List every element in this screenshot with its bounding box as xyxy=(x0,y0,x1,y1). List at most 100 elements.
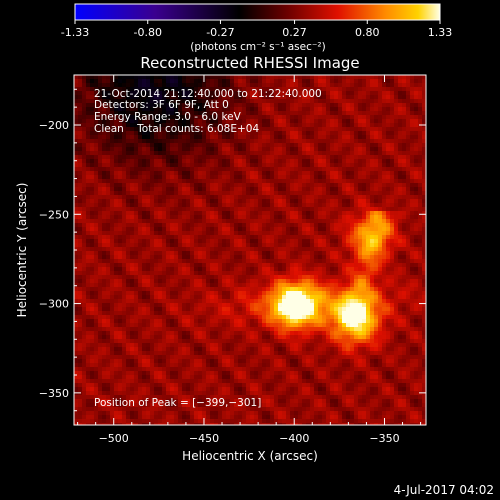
heatmap-cell xyxy=(154,195,159,200)
heatmap-cell xyxy=(162,259,167,264)
heatmap-cell xyxy=(178,227,183,232)
heatmap-cell xyxy=(206,79,211,84)
heatmap-cell xyxy=(342,171,347,176)
heatmap-cell xyxy=(374,75,379,80)
heatmap-cell xyxy=(166,219,171,224)
heatmap-cell xyxy=(334,235,339,240)
heatmap-cell xyxy=(250,251,255,256)
heatmap-cell xyxy=(82,219,87,224)
heatmap-cell xyxy=(162,95,167,100)
heatmap-cell xyxy=(190,259,195,264)
heatmap-cell xyxy=(366,143,371,148)
heatmap-cell xyxy=(122,271,127,276)
heatmap-cell xyxy=(194,211,199,216)
heatmap-cell xyxy=(346,187,351,192)
heatmap-cell xyxy=(354,247,359,252)
heatmap-cell xyxy=(226,235,231,240)
heatmap-cell xyxy=(310,175,315,180)
heatmap-cell xyxy=(158,151,163,156)
heatmap-cell xyxy=(162,195,167,200)
heatmap-cell xyxy=(254,255,259,260)
heatmap-cell xyxy=(234,179,239,184)
heatmap-cell xyxy=(418,87,423,92)
heatmap-cell xyxy=(114,251,119,256)
heatmap-cell xyxy=(250,203,255,208)
heatmap-cell xyxy=(286,263,291,268)
heatmap-cell xyxy=(126,191,131,196)
heatmap-cell xyxy=(106,151,111,156)
heatmap-cell xyxy=(354,99,359,104)
heatmap-cell xyxy=(226,123,231,128)
heatmap-cell xyxy=(102,99,107,104)
heatmap-cell xyxy=(290,283,295,288)
heatmap-cell xyxy=(266,259,271,264)
heatmap-cell xyxy=(98,259,103,264)
heatmap-cell xyxy=(402,139,407,144)
heatmap-cell xyxy=(194,235,199,240)
heatmap-cell xyxy=(126,267,131,272)
heatmap-cell xyxy=(270,295,275,300)
heatmap-cell xyxy=(414,135,419,140)
heatmap-cell xyxy=(138,175,143,180)
heatmap-cell xyxy=(314,227,319,232)
heatmap-cell xyxy=(394,103,399,108)
heatmap-cell xyxy=(394,235,399,240)
heatmap-cell xyxy=(266,199,271,204)
heatmap-cell xyxy=(238,227,243,232)
heatmap-cell xyxy=(366,243,371,248)
heatmap-cell xyxy=(378,227,383,232)
heatmap-cell xyxy=(346,123,351,128)
heatmap-cell xyxy=(290,115,295,120)
heatmap-cell xyxy=(414,91,419,96)
heatmap-cell xyxy=(218,191,223,196)
heatmap-cell xyxy=(198,171,203,176)
heatmap-cell xyxy=(118,271,123,276)
heatmap-cell xyxy=(310,195,315,200)
heatmap-cell xyxy=(254,163,259,168)
heatmap-cell xyxy=(378,183,383,188)
heatmap-cell xyxy=(266,231,271,236)
heatmap-cell xyxy=(98,91,103,96)
heatmap-cell xyxy=(174,215,179,220)
heatmap-cell xyxy=(166,99,171,104)
heatmap-cell xyxy=(234,87,239,92)
heatmap-cell xyxy=(90,111,95,116)
heatmap-cell xyxy=(206,143,211,148)
heatmap-cell xyxy=(290,175,295,180)
heatmap-cell xyxy=(422,227,426,232)
heatmap-cell xyxy=(126,259,131,264)
heatmap-cell xyxy=(162,235,167,240)
heatmap-cell xyxy=(318,187,323,192)
heatmap-cell xyxy=(238,283,243,288)
heatmap-cell xyxy=(190,243,195,248)
heatmap-cell xyxy=(158,215,163,220)
heatmap-cell xyxy=(102,131,107,136)
heatmap-cell xyxy=(146,223,151,228)
heatmap-cell xyxy=(322,267,327,272)
heatmap-cell xyxy=(214,139,219,144)
heatmap-cell xyxy=(398,163,403,168)
heatmap-cell xyxy=(246,239,251,244)
heatmap-cell xyxy=(102,187,107,192)
heatmap-cell xyxy=(86,227,91,232)
heatmap-cell xyxy=(278,103,283,108)
heatmap-cell xyxy=(182,179,187,184)
heatmap-cell xyxy=(342,235,347,240)
heatmap-cell xyxy=(82,83,87,88)
heatmap-cell xyxy=(270,155,275,160)
heatmap-cell xyxy=(246,267,251,272)
heatmap-cell xyxy=(138,243,143,248)
heatmap-cell xyxy=(102,119,107,124)
heatmap-cell xyxy=(270,111,275,116)
heatmap-cell xyxy=(106,239,111,244)
heatmap-cell xyxy=(378,163,383,168)
heatmap-cell xyxy=(338,131,343,136)
heatmap-cell xyxy=(322,103,327,108)
heatmap-cell xyxy=(218,247,223,252)
heatmap-cell xyxy=(130,75,135,80)
heatmap-cell xyxy=(350,75,355,80)
heatmap-cell xyxy=(74,275,79,280)
heatmap-cell xyxy=(110,155,115,160)
heatmap-cell xyxy=(86,163,91,168)
heatmap-cell xyxy=(362,179,367,184)
